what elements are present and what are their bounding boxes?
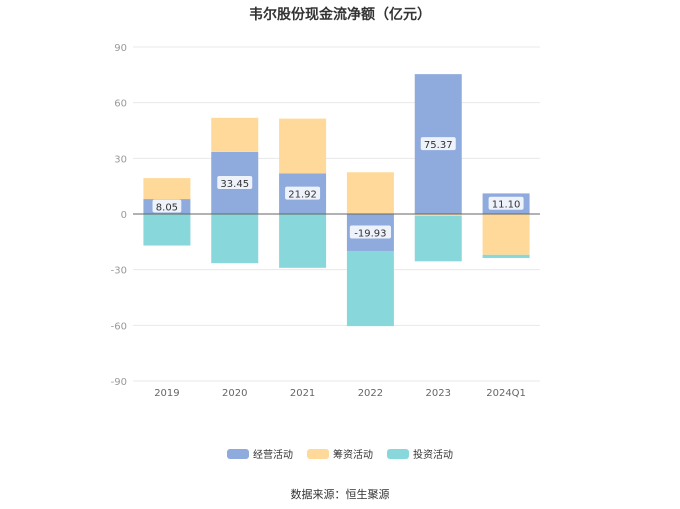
x-tick-label: 2021 — [290, 388, 315, 399]
bar-investing — [143, 214, 191, 246]
y-tick-label: 0 — [121, 210, 127, 221]
data-label-bg — [152, 199, 182, 213]
legend-swatch-investing — [387, 448, 409, 459]
y-tick-label: 60 — [114, 99, 127, 110]
data-label-bg — [285, 186, 321, 200]
data-source: 数据来源：恒生聚源 — [290, 488, 390, 501]
chart-title: 韦尔股份现金流净额（亿元） — [249, 7, 431, 23]
y-tick-label: -30 — [111, 266, 127, 277]
data-label: 33.45 — [220, 179, 249, 190]
bar-financing — [279, 118, 327, 174]
x-tick-label: 2020 — [222, 388, 247, 399]
chart-legend: 经营活动 筹资活动 投资活动 — [0, 446, 680, 461]
bar-investing — [279, 214, 327, 268]
data-label: -19.93 — [354, 228, 386, 239]
bar-financing — [414, 214, 462, 216]
data-label-bg — [217, 175, 253, 189]
legend-item-investing[interactable]: 投资活动 — [387, 446, 453, 461]
data-label: 8.05 — [156, 203, 178, 214]
legend-item-operating[interactable]: 经营活动 — [227, 446, 293, 461]
data-label-bg — [488, 196, 524, 210]
legend-label-investing: 投资活动 — [413, 450, 453, 461]
x-tick-label: 2019 — [154, 388, 179, 399]
legend-swatch-operating — [227, 448, 249, 459]
x-tick-label: 2024Q1 — [486, 388, 526, 399]
legend-label-operating: 经营活动 — [253, 450, 293, 461]
y-tick-label: 90 — [114, 43, 127, 54]
y-tick-label: -90 — [111, 377, 127, 388]
bar-investing — [482, 254, 530, 258]
bar-financing — [346, 172, 394, 214]
data-label: 11.10 — [492, 200, 521, 211]
bar-financing — [143, 178, 191, 200]
x-tick-label: 2023 — [426, 388, 451, 399]
data-label-bg — [420, 137, 456, 151]
legend-item-financing[interactable]: 筹资活动 — [307, 446, 373, 461]
bar-financing — [211, 117, 259, 152]
x-tick-label: 2022 — [358, 388, 383, 399]
data-label: 75.37 — [424, 140, 453, 151]
data-label: 21.92 — [288, 190, 317, 201]
bar-investing — [346, 250, 394, 327]
bar-financing — [482, 214, 530, 255]
bar-investing — [414, 215, 462, 262]
data-label-bg — [349, 225, 392, 239]
y-tick-label: 30 — [114, 154, 127, 165]
y-tick-label: -60 — [111, 321, 127, 332]
bar-investing — [211, 214, 259, 264]
legend-swatch-financing — [307, 448, 329, 459]
legend-label-financing: 筹资活动 — [333, 450, 373, 461]
